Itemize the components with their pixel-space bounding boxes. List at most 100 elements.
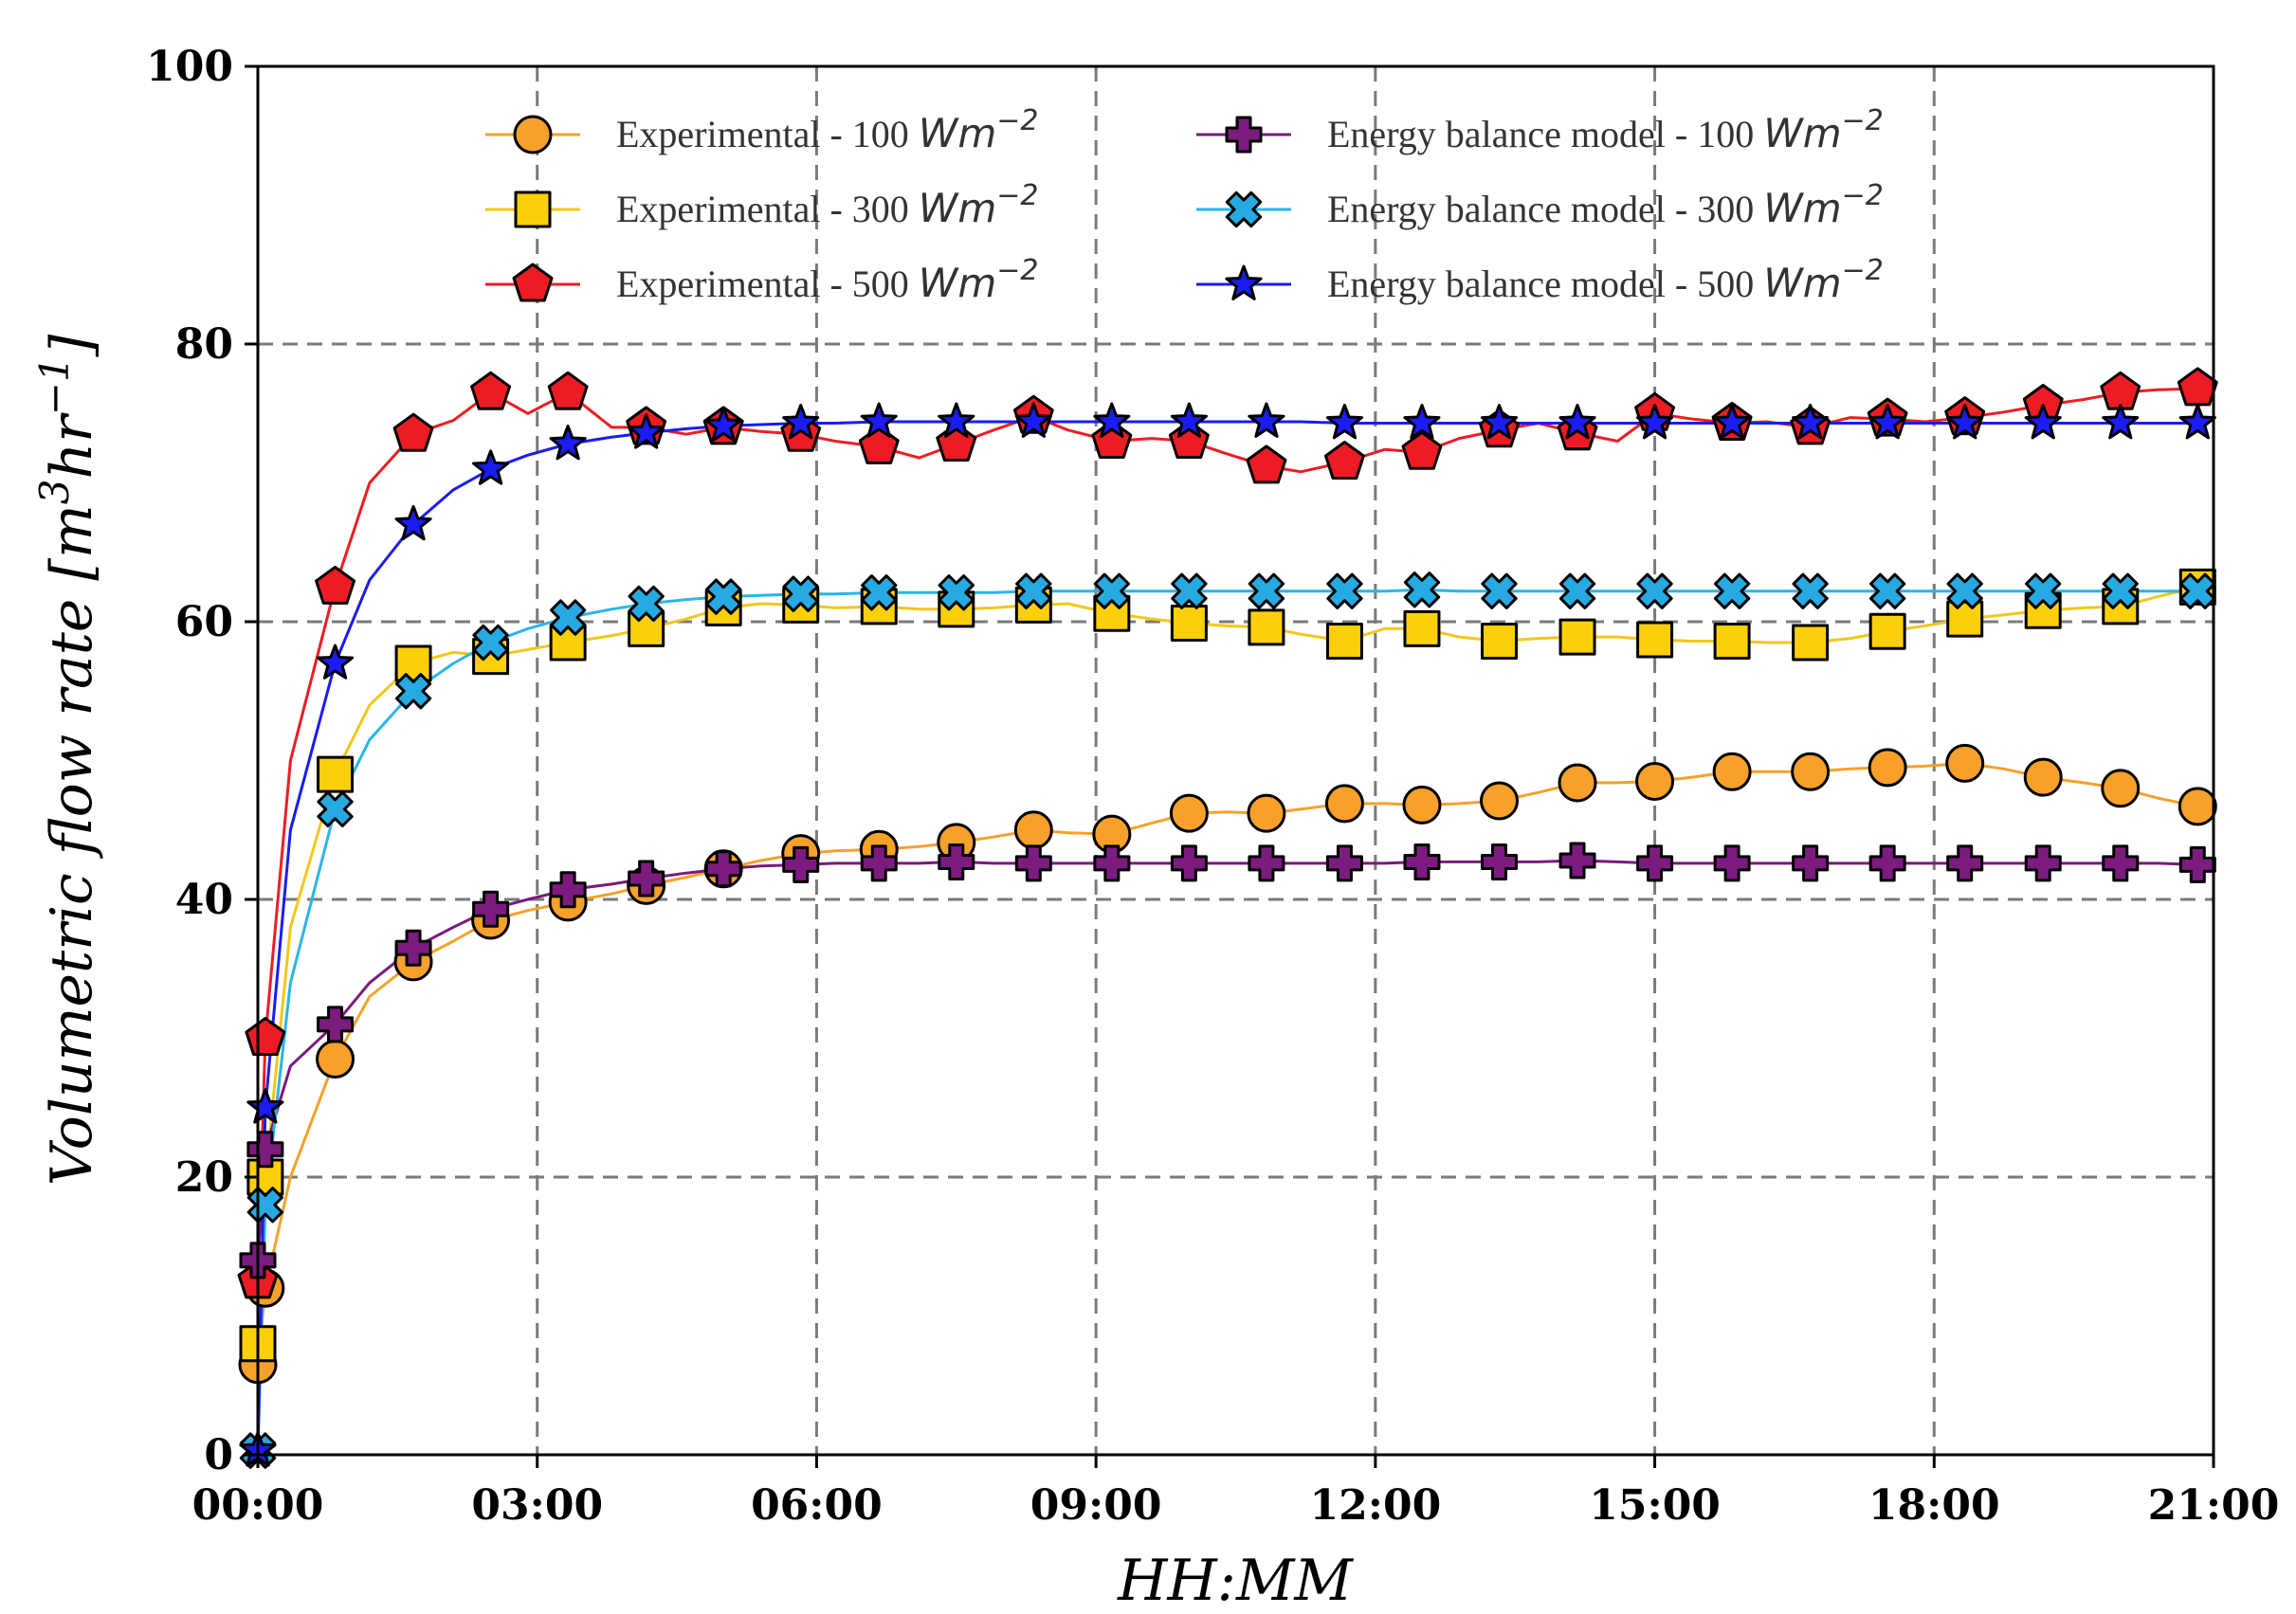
data-marker — [1248, 402, 1285, 438]
x-tick-label: 03:00 — [471, 1481, 603, 1530]
data-marker — [1713, 572, 1751, 609]
data-marker — [1170, 402, 1208, 438]
y-tick-label: 0 — [204, 1431, 233, 1479]
data-marker — [472, 449, 510, 485]
data-marker — [472, 624, 509, 662]
data-marker — [394, 673, 432, 710]
legend-label: Experimental - 300 Wm−2 — [616, 179, 1038, 231]
data-marker — [2179, 572, 2216, 609]
legend-label: Energy balance model - 500 Wm−2 — [1327, 254, 1884, 306]
data-marker — [1792, 572, 1829, 609]
data-marker — [1868, 612, 1906, 650]
data-marker — [1093, 844, 1131, 882]
data-marker — [1636, 572, 1673, 609]
data-marker — [938, 574, 975, 611]
data-marker — [1558, 404, 1596, 440]
legend-label: Energy balance model - 100 Wm−2 — [1327, 104, 1884, 156]
data-marker — [2102, 844, 2140, 882]
data-marker — [2178, 787, 2217, 826]
legend-label: Experimental - 500 Wm−2 — [616, 254, 1038, 306]
x-tick-label: 06:00 — [751, 1481, 883, 1530]
data-marker — [1248, 608, 1285, 646]
legend: Experimental - 100 Wm−2 Experimental - 30… — [485, 104, 1884, 306]
data-marker — [2024, 404, 2062, 440]
data-marker — [1480, 781, 1520, 821]
legend-label: Energy balance model - 300 Wm−2 — [1327, 179, 1884, 231]
data-marker — [1169, 793, 1209, 833]
series-line-1 — [256, 585, 2198, 1344]
data-marker — [628, 585, 665, 623]
data-marker — [1403, 843, 1441, 880]
data-marker — [1324, 784, 1364, 824]
legend-marker — [512, 263, 554, 302]
data-marker — [547, 371, 589, 410]
data-marker — [1946, 404, 1984, 440]
data-marker — [1791, 752, 1831, 791]
data-marker — [394, 504, 432, 541]
data-marker — [782, 845, 820, 883]
data-marker — [1558, 763, 1597, 803]
data-marker — [1248, 844, 1285, 882]
data-marker — [1713, 623, 1751, 661]
data-marker — [704, 406, 742, 443]
data-marker — [1946, 600, 1984, 638]
data-marker — [860, 844, 898, 882]
data-marker — [1792, 624, 1830, 662]
data-marker — [1170, 604, 1208, 642]
data-marker — [2023, 757, 2063, 797]
data-marker — [938, 402, 975, 438]
data-marker — [1171, 572, 1208, 609]
data-marker — [394, 929, 432, 967]
data-marker — [1248, 572, 1285, 609]
data-marker — [782, 575, 819, 612]
series-line-4 — [256, 588, 2198, 1451]
data-marker — [1869, 572, 1906, 609]
data-marker — [1792, 404, 1830, 440]
data-marker — [1636, 404, 1674, 440]
y-tick-label: 60 — [175, 598, 233, 646]
data-marker — [392, 412, 434, 452]
x-tick-label: 21:00 — [2148, 1481, 2280, 1530]
data-marker — [245, 1017, 286, 1056]
data-marker — [1013, 810, 1053, 850]
data-marker — [1326, 572, 1363, 609]
data-marker — [1945, 743, 1985, 783]
data-marker — [628, 860, 665, 898]
data-marker — [549, 871, 587, 909]
data-marker — [1868, 748, 1907, 788]
data-marker — [1403, 571, 1441, 608]
data-marker — [1324, 441, 1365, 480]
data-marker — [316, 1039, 355, 1079]
y-tick-label: 80 — [175, 320, 233, 369]
legend-marker — [1225, 190, 1263, 228]
data-marker — [1713, 404, 1751, 440]
data-marker — [317, 755, 355, 793]
data-marker — [1481, 623, 1519, 661]
data-marker — [315, 565, 355, 605]
data-marker — [2178, 404, 2216, 440]
series-line-3 — [256, 859, 2198, 1261]
data-marker — [317, 644, 355, 680]
data-marker — [1014, 402, 1052, 438]
y-axis-title: Volumetric flow rate [m3hr−1] — [31, 334, 105, 1186]
data-marker — [1246, 444, 1287, 484]
data-marker — [1792, 844, 1830, 882]
data-marker — [1480, 404, 1519, 440]
legend-marker — [514, 190, 552, 228]
data-marker — [1712, 752, 1752, 791]
data-marker — [1402, 785, 1442, 825]
data-marker — [1170, 844, 1208, 882]
data-marker — [549, 425, 587, 461]
x-tick-label: 15:00 — [1589, 1481, 1721, 1530]
data-marker — [1403, 609, 1441, 647]
x-tick-label: 18:00 — [1868, 1481, 2000, 1530]
data-marker — [938, 843, 975, 880]
y-tick-label: 40 — [175, 876, 233, 924]
data-marker — [1635, 761, 1675, 801]
x-tick-label: 12:00 — [1310, 1481, 1442, 1530]
data-marker — [2102, 572, 2139, 609]
data-marker — [1558, 618, 1596, 656]
legend-label: Experimental - 100 Wm−2 — [616, 104, 1038, 156]
legend-marker — [1225, 264, 1263, 300]
